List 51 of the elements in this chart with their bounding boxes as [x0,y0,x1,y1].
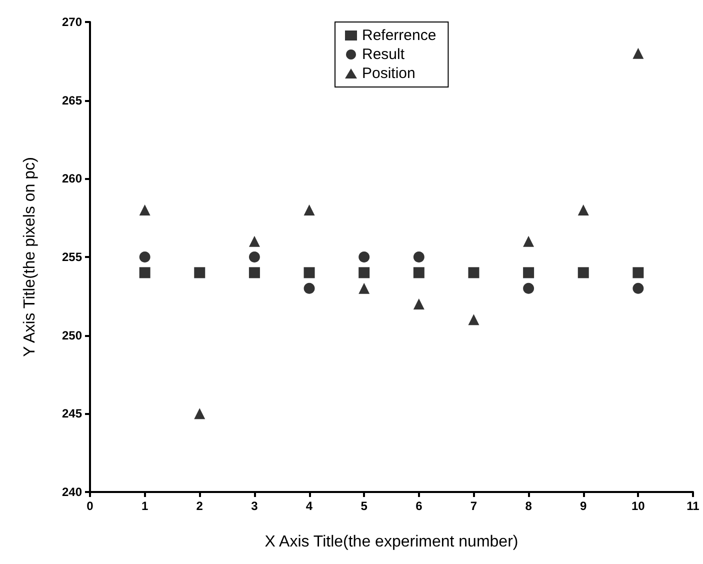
y-tick-label: 240 [62,485,82,499]
y-tick-label: 260 [62,172,82,186]
x-tick-label: 4 [306,499,313,513]
point [523,236,534,247]
y-axis-title: Y Axis Title(the pixels on pc) [22,157,38,357]
point [194,408,206,420]
y-tick-label: 250 [62,328,82,342]
point [358,252,370,262]
y-tick-label: 255 [62,250,82,264]
legend-label: Result [362,46,406,63]
legend-label: Position [362,65,416,82]
point [304,204,315,216]
point [194,267,206,278]
y-tick-label: 245 [62,406,82,421]
point [358,267,370,278]
point [523,267,534,278]
x-axis-title: X Axis Title(the experiment number) [264,534,518,550]
point [578,267,589,278]
y-tick-label: 265 [62,93,82,108]
legend-label: Referrence [362,27,436,44]
x-tick-label: 0 [86,499,94,513]
point [523,282,534,294]
point [413,252,424,262]
x-tick-label: 9 [580,499,588,513]
point [304,282,315,294]
x-tick-label: 5 [360,499,368,513]
point [413,267,424,278]
point [632,267,644,278]
point [248,267,260,278]
x-tick-label: 11 [686,499,700,513]
point [139,267,150,278]
x-tick-label: 3 [251,499,258,513]
point [632,48,644,59]
x-tick-label: 2 [196,499,204,513]
point [578,204,589,216]
point [139,204,150,216]
point [139,252,150,262]
x-tick-label: 10 [632,499,646,513]
x-tick-label: 8 [525,499,532,513]
point [632,282,644,294]
point [248,252,260,262]
point [358,282,370,294]
point [248,236,260,247]
x-tick-label: 1 [141,499,148,513]
point [468,314,480,326]
y-tick-label: 270 [62,15,82,29]
point [413,298,424,310]
point [304,267,315,278]
point [468,267,480,278]
x-tick-label: 7 [470,499,478,513]
x-tick-label: 6 [416,499,423,513]
